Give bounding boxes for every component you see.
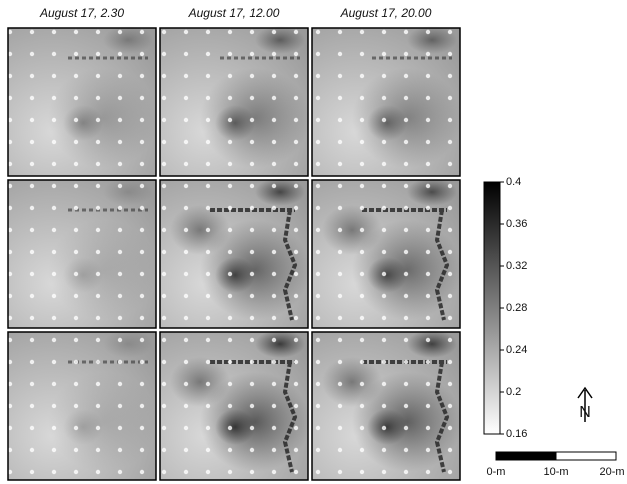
north-arrow bbox=[577, 386, 593, 422]
column-title: August 17, 20.00 bbox=[340, 6, 432, 20]
dots bbox=[312, 332, 460, 480]
panel-frame bbox=[159, 27, 309, 177]
dots bbox=[8, 180, 156, 328]
dots bbox=[160, 180, 308, 328]
panel-frame bbox=[311, 27, 461, 177]
scale-label: 20-m bbox=[599, 466, 624, 478]
map-panel bbox=[7, 330, 158, 481]
colorbar-tick-label: 0.32 bbox=[506, 260, 527, 272]
panel-frame bbox=[311, 331, 461, 481]
scale-bar-white bbox=[555, 451, 617, 461]
colorbar-tick-label: 0.28 bbox=[506, 302, 527, 314]
colorbar-tick-label: 0.16 bbox=[506, 428, 527, 440]
map-panel bbox=[7, 26, 158, 177]
dots bbox=[312, 28, 460, 176]
scale-bar-black bbox=[495, 451, 557, 461]
panel-frame bbox=[7, 331, 157, 481]
map-panels bbox=[7, 26, 462, 481]
scale-label: 0-m bbox=[487, 466, 506, 478]
dots bbox=[160, 332, 308, 480]
panel-frame bbox=[159, 331, 309, 481]
map-panel bbox=[159, 26, 310, 177]
column-title: August 17, 2.30 bbox=[39, 6, 124, 20]
north-label: N bbox=[579, 404, 591, 421]
colorbar-tick-label: 0.2 bbox=[506, 386, 521, 398]
column-title: August 17, 12.00 bbox=[188, 6, 280, 20]
colorbar-tick-label: 0.36 bbox=[506, 218, 527, 230]
colorbar-tick-label: 0.24 bbox=[506, 344, 527, 356]
colorbar bbox=[483, 181, 501, 435]
map-panel bbox=[7, 178, 158, 329]
panel-frame bbox=[7, 27, 157, 177]
map-panel bbox=[311, 178, 462, 329]
colorbar-tick-label: 0.4 bbox=[506, 176, 521, 188]
scale-label: 10-m bbox=[543, 466, 568, 478]
map-panel bbox=[311, 26, 462, 177]
panel-frame bbox=[159, 179, 309, 329]
dots bbox=[312, 180, 460, 328]
map-panel bbox=[159, 178, 310, 329]
panel-frame bbox=[311, 179, 461, 329]
map-panel bbox=[159, 330, 310, 481]
dots bbox=[8, 332, 156, 480]
panel-frame bbox=[7, 179, 157, 329]
dots bbox=[160, 28, 308, 176]
dots bbox=[8, 28, 156, 176]
map-panel bbox=[311, 330, 462, 481]
